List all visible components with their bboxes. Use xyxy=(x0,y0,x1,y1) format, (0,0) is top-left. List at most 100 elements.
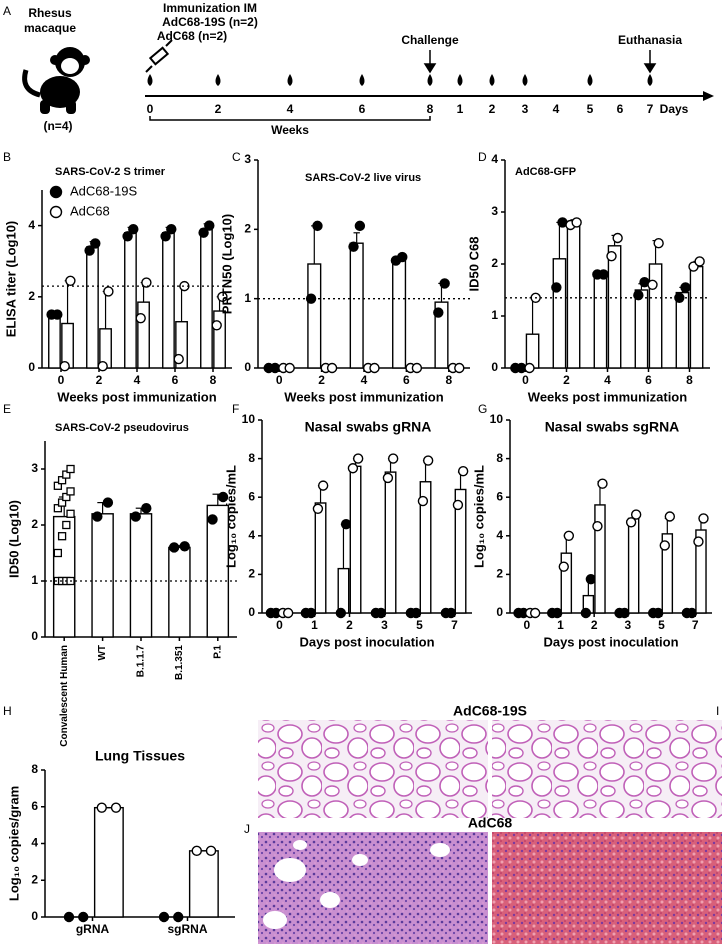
y-tick-label: 2 xyxy=(31,517,38,531)
y-tick-label: 2 xyxy=(248,567,255,581)
data-point xyxy=(158,911,170,923)
bar xyxy=(648,263,663,369)
chart-title: Nasal swabs gRNA xyxy=(305,419,432,435)
data-point xyxy=(680,282,691,293)
histology-label: AdC68-19S xyxy=(453,703,527,719)
x-tick-label: 0 xyxy=(58,373,65,387)
data-point xyxy=(66,464,75,474)
bar xyxy=(129,513,153,638)
panel-letter: C xyxy=(232,150,241,164)
y-axis-title: Log₁₀ copies/mL xyxy=(471,465,486,568)
bar xyxy=(566,221,581,369)
data-point xyxy=(597,478,608,489)
data-point xyxy=(653,237,664,249)
x-tick-label: 0 xyxy=(276,373,283,387)
data-point xyxy=(410,607,422,619)
data-point xyxy=(102,497,114,508)
x-tick-label: 0 xyxy=(522,373,529,387)
data-point xyxy=(128,223,139,235)
data-point xyxy=(630,509,642,520)
legend-marker xyxy=(49,185,63,199)
data-point xyxy=(312,220,323,232)
data-point xyxy=(191,845,202,857)
week-label: 6 xyxy=(359,102,366,116)
y-tick-label: 6 xyxy=(496,489,503,503)
x-axis-title: Days post inoculation xyxy=(299,634,434,649)
data-point xyxy=(571,217,582,228)
panel-letter: B xyxy=(3,150,11,164)
panel-a: A Rhesus macaque (n=4) Immunization IM A… xyxy=(3,1,714,137)
x-axis-title: Weeks post immunization xyxy=(528,389,687,404)
y-tick-label: 1 xyxy=(491,308,498,322)
week-label: 0 xyxy=(147,102,154,116)
data-point xyxy=(619,607,630,619)
euthanasia-label: Euthanasia xyxy=(618,33,682,47)
data-point xyxy=(52,309,63,320)
data-point xyxy=(103,286,114,297)
data-point xyxy=(326,362,338,374)
data-point xyxy=(375,607,387,619)
panel-letter: J xyxy=(244,822,250,836)
data-point xyxy=(217,291,228,302)
x-tick-label: P.1 xyxy=(212,645,223,659)
data-point xyxy=(612,232,623,244)
y-tick-label: 10 xyxy=(490,412,504,426)
data-point xyxy=(348,241,359,252)
data-point xyxy=(166,223,177,235)
y-tick-label: 4 xyxy=(31,836,38,850)
histology-image xyxy=(258,720,488,818)
data-point xyxy=(90,238,101,249)
legend-label: AdC68 xyxy=(70,203,110,218)
data-point xyxy=(92,511,103,522)
data-point xyxy=(160,231,171,242)
chart: C SARS-CoV-2 live virus 0 1 2 3 PRTN50 (Log10)… xyxy=(219,150,470,404)
bar xyxy=(337,567,350,614)
histology-image xyxy=(258,832,488,944)
data-point xyxy=(96,802,107,813)
bar xyxy=(162,232,175,369)
bar xyxy=(124,232,137,369)
y-tick-label: 4 xyxy=(248,528,255,542)
chart-title: Nasal swabs sgRNA xyxy=(545,419,680,435)
chart: H Lung Tissues 0 2 4 6 8 Log₁₀ copies/gram gRNA s… xyxy=(3,704,235,936)
y-tick-label: 8 xyxy=(31,762,38,776)
panel-letter: H xyxy=(3,704,12,718)
x-tick-label: 1 xyxy=(557,618,564,632)
data-point xyxy=(110,802,122,813)
histology-label: AdC68 xyxy=(468,815,513,831)
y-tick-label: 6 xyxy=(31,799,38,813)
x-tick-label: 2 xyxy=(591,618,598,632)
immunization: AdC68 (n=2) xyxy=(157,29,227,43)
y-tick-label: 2 xyxy=(491,256,498,270)
data-point xyxy=(647,279,658,290)
data-point xyxy=(524,362,535,374)
panel-letter: D xyxy=(478,150,487,164)
y-tick-label: 0 xyxy=(496,605,503,619)
data-point xyxy=(335,607,347,619)
bar xyxy=(188,850,219,918)
bar xyxy=(525,333,540,369)
data-point xyxy=(57,498,67,507)
data-point xyxy=(284,362,295,374)
immunization: Immunization IM xyxy=(163,1,257,15)
data-point xyxy=(563,530,575,541)
y-tick-label: 2 xyxy=(496,567,503,581)
y-tick-label: 0 xyxy=(248,605,255,619)
subject: Rhesus xyxy=(28,6,72,20)
data-point xyxy=(63,911,75,923)
y-tick-label: 3 xyxy=(31,461,38,475)
bar xyxy=(93,806,124,918)
data-point xyxy=(387,453,399,464)
x-tick-label: 2 xyxy=(96,373,103,387)
bar xyxy=(607,245,622,369)
data-point xyxy=(552,607,563,619)
data-point xyxy=(312,503,324,514)
data-point xyxy=(397,251,408,263)
data-point xyxy=(694,256,705,267)
monkey-icon xyxy=(22,47,90,114)
event-arrows xyxy=(423,50,657,74)
x-tick-label: 4 xyxy=(361,373,368,387)
data-point xyxy=(340,519,352,530)
